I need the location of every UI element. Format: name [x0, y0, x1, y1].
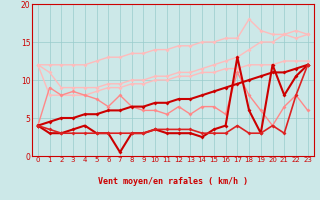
X-axis label: Vent moyen/en rafales ( km/h ): Vent moyen/en rafales ( km/h )	[98, 177, 248, 186]
